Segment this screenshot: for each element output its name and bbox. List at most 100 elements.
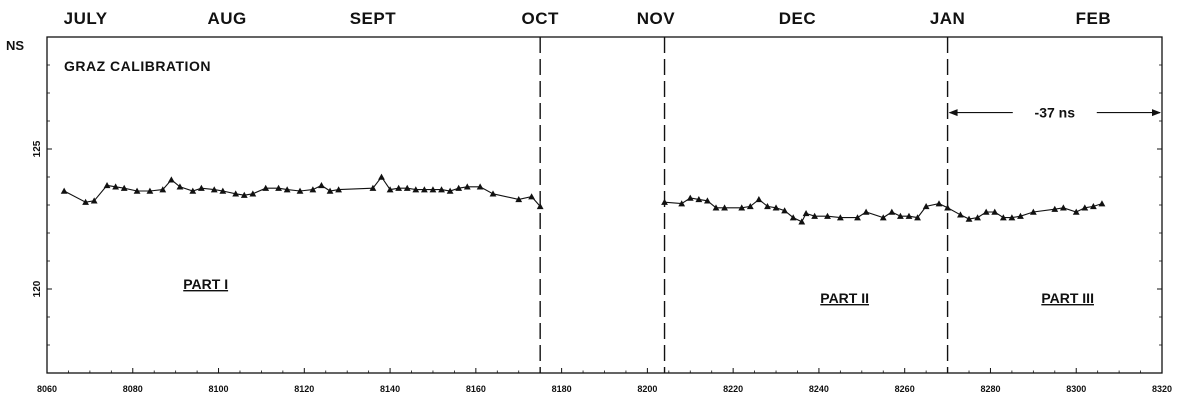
arrowhead-right <box>1152 109 1161 117</box>
month-label-sept: SEPT <box>350 9 397 28</box>
data-point <box>712 204 720 211</box>
data-point <box>721 204 728 211</box>
y-axis-ticks: 120 125 <box>32 64 1162 346</box>
data-point <box>982 208 990 215</box>
data-point <box>897 212 904 219</box>
data-point <box>249 190 257 197</box>
data-point <box>974 214 981 221</box>
month-label-july: JULY <box>64 9 108 28</box>
data-point <box>1051 205 1059 212</box>
data-point <box>686 194 694 201</box>
data-point <box>120 184 128 191</box>
data-series <box>60 173 1106 225</box>
month-label-aug: AUG <box>207 9 246 28</box>
plot-frame <box>46 36 1163 374</box>
data-point <box>781 207 789 214</box>
data-point <box>386 186 394 193</box>
data-point <box>1072 208 1080 215</box>
data-point <box>1029 208 1037 215</box>
data-point <box>82 198 89 205</box>
data-point <box>103 182 111 189</box>
month-label-dec: DEC <box>779 9 816 28</box>
data-point <box>755 196 763 203</box>
data-point <box>824 212 831 219</box>
data-point <box>283 186 291 193</box>
data-point <box>296 187 304 194</box>
data-point <box>240 191 248 198</box>
series-1 <box>60 173 544 210</box>
y-axis-unit-label: NS <box>6 38 24 53</box>
x-tick-label: 8100 <box>209 384 229 394</box>
data-point <box>854 214 861 221</box>
data-point <box>888 208 896 215</box>
x-tick-label: 8240 <box>809 384 829 394</box>
x-tick-label: 8280 <box>980 384 1000 394</box>
month-label-oct: OCT <box>521 9 559 28</box>
data-point <box>112 183 120 190</box>
month-label-jan: JAN <box>930 9 966 28</box>
data-point <box>914 214 921 221</box>
series-2 <box>661 194 1106 225</box>
data-point <box>789 214 797 221</box>
x-axis-ticks: 8060 8080 8100 8120 8140 8160 8180 8200 8220 8240… <box>37 368 1172 394</box>
data-point <box>378 173 385 180</box>
arrowhead-left <box>948 109 958 117</box>
data-point <box>403 184 411 191</box>
data-point <box>1089 203 1097 210</box>
x-tick-label: 8060 <box>37 384 57 394</box>
period-dividers <box>539 37 949 373</box>
data-point <box>326 187 334 194</box>
data-point <box>90 197 98 204</box>
data-point <box>772 204 780 211</box>
annotation-label: -37 ns <box>1035 105 1076 121</box>
data-point <box>661 198 668 205</box>
x-tick-label: 8220 <box>723 384 743 394</box>
data-point <box>515 196 523 203</box>
data-point <box>189 187 197 194</box>
chart-title: GRAZ CALIBRATION <box>64 58 211 74</box>
data-point <box>369 184 377 191</box>
data-point <box>695 196 703 203</box>
data-point <box>704 197 711 204</box>
x-tick-label: 8200 <box>637 384 657 394</box>
month-labels: JULY AUG SEPT OCT NOV DEC JAN FEB <box>64 9 1111 28</box>
data-point <box>991 208 999 215</box>
y-tick-label: 125 <box>32 140 43 157</box>
data-point <box>210 186 218 193</box>
data-point <box>489 190 497 197</box>
data-point <box>811 212 819 219</box>
data-point <box>965 215 973 222</box>
data-point <box>60 187 68 194</box>
data-point <box>167 176 175 183</box>
offset-annotation: -37 ns <box>948 105 1161 121</box>
x-tick-label: 8320 <box>1152 384 1172 394</box>
month-label-nov: NOV <box>637 9 676 28</box>
x-tick-label: 8300 <box>1066 384 1086 394</box>
x-tick-label: 8120 <box>294 384 314 394</box>
data-point <box>1081 204 1089 211</box>
x-tick-label: 8180 <box>552 384 572 394</box>
part-labels: PART I PART II PART III <box>183 276 1094 306</box>
data-point <box>678 200 686 207</box>
data-point <box>146 187 154 194</box>
x-tick-label: 8160 <box>466 384 486 394</box>
y-tick-label: 120 <box>32 280 43 297</box>
part-label: PART I <box>183 276 228 292</box>
data-point <box>957 211 964 218</box>
data-point <box>879 214 887 221</box>
part-label: PART III <box>1041 290 1094 306</box>
data-point <box>746 203 754 210</box>
data-point <box>922 203 930 210</box>
month-label-feb: FEB <box>1076 9 1112 28</box>
data-point <box>944 204 951 211</box>
data-point <box>262 184 270 191</box>
data-point <box>1059 204 1067 211</box>
data-point <box>999 214 1007 221</box>
part-label: PART II <box>820 290 869 306</box>
data-point <box>528 193 535 200</box>
data-point <box>1017 212 1024 219</box>
data-point <box>176 183 184 190</box>
data-point <box>463 183 471 190</box>
data-point <box>935 200 943 207</box>
